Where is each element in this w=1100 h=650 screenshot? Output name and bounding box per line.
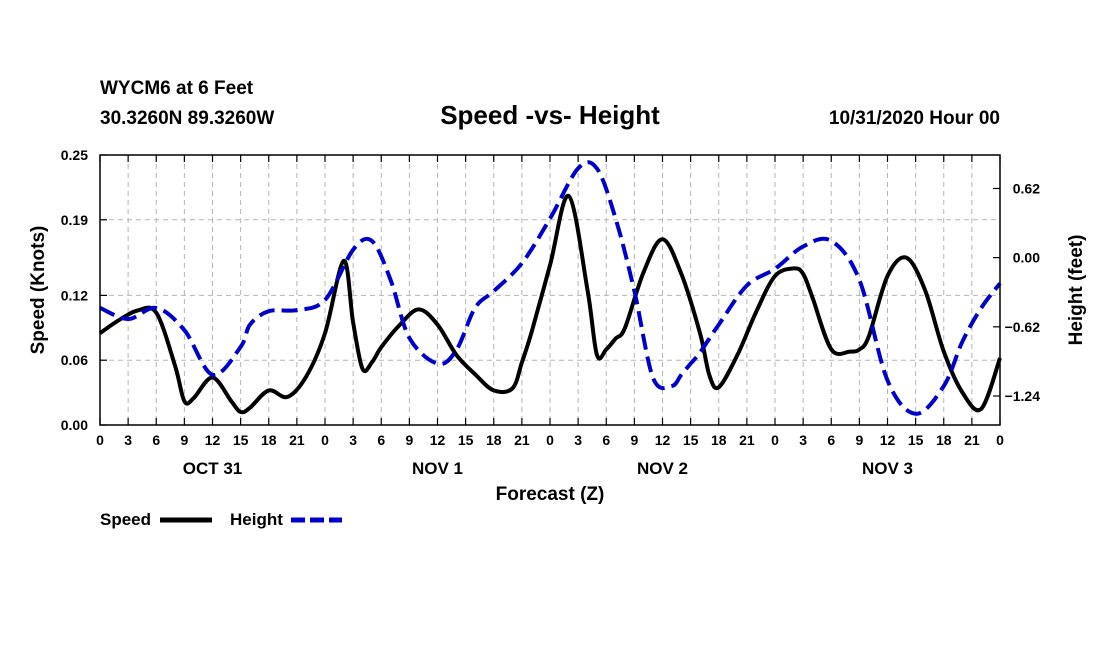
y2-tick-label: 0.00 <box>1013 250 1040 266</box>
x-tick-label: 9 <box>180 432 188 448</box>
x-tick-label: 0 <box>96 432 104 448</box>
y-tick-label: 0.25 <box>61 147 88 163</box>
x-tick-label: 6 <box>152 432 160 448</box>
day-label: OCT 31 <box>183 459 243 478</box>
x-tick-label: 15 <box>683 432 699 448</box>
x-tick-label: 12 <box>205 432 221 448</box>
x-tick-label: 0 <box>771 432 779 448</box>
y-tick-label: 0.12 <box>61 287 88 303</box>
station-title: WYCM6 at 6 Feet <box>100 78 254 99</box>
y2-tick-label: −1.24 <box>1005 388 1041 404</box>
y-tick-label: 0.06 <box>61 352 88 368</box>
x-tick-label: 9 <box>630 432 638 448</box>
x-tick-label: 21 <box>289 432 305 448</box>
x-tick-label: 3 <box>799 432 807 448</box>
plot-frame <box>99 154 1001 426</box>
x-axis-label: Forecast (Z) <box>496 484 605 505</box>
x-tick-label: 15 <box>908 432 924 448</box>
x-tick-label: 9 <box>405 432 413 448</box>
x-tick-label: 6 <box>827 432 835 448</box>
x-tick-label: 15 <box>233 432 249 448</box>
x-tick-label: 0 <box>321 432 329 448</box>
y-axis-label: Speed (Knots) <box>28 226 49 355</box>
forecast-date: 10/31/2020 Hour 00 <box>829 108 1000 129</box>
x-tick-label: 3 <box>574 432 582 448</box>
y2-tick-label: −0.62 <box>1005 319 1041 335</box>
x-tick-label: 12 <box>430 432 446 448</box>
x-tick-label: 15 <box>458 432 474 448</box>
x-tick-label: 6 <box>602 432 610 448</box>
y2-axis-label: Height (feet) <box>1066 235 1087 346</box>
x-tick-label: 3 <box>349 432 357 448</box>
x-tick-label: 18 <box>711 432 727 448</box>
y-tick-label: 0.19 <box>61 212 88 228</box>
x-tick-label: 21 <box>964 432 980 448</box>
x-tick-label: 6 <box>377 432 385 448</box>
x-tick-label: 9 <box>855 432 863 448</box>
x-tick-label: 18 <box>486 432 502 448</box>
day-label: NOV 3 <box>862 459 913 478</box>
x-tick-label: 18 <box>936 432 952 448</box>
day-label: NOV 1 <box>412 459 463 478</box>
x-tick-label: 12 <box>880 432 896 448</box>
station-coords: 30.3260N 89.3260W <box>100 108 274 129</box>
day-label: NOV 2 <box>637 459 688 478</box>
x-tick-label: 21 <box>739 432 755 448</box>
x-tick-label: 3 <box>124 432 132 448</box>
chart-title: Speed -vs- Height <box>440 100 660 130</box>
x-tick-label: 12 <box>655 432 671 448</box>
legend-height-label: Height <box>230 510 283 529</box>
legend-speed-label: Speed <box>100 510 151 529</box>
x-tick-label: 18 <box>261 432 277 448</box>
height-series-line <box>99 160 1002 416</box>
x-tick-label: 0 <box>996 432 1004 448</box>
speed-series-line <box>98 193 1002 415</box>
y2-tick-label: 0.62 <box>1013 180 1040 196</box>
y-tick-label: 0.00 <box>61 417 88 433</box>
x-tick-label: 21 <box>514 432 530 448</box>
x-tick-label: 0 <box>546 432 554 448</box>
